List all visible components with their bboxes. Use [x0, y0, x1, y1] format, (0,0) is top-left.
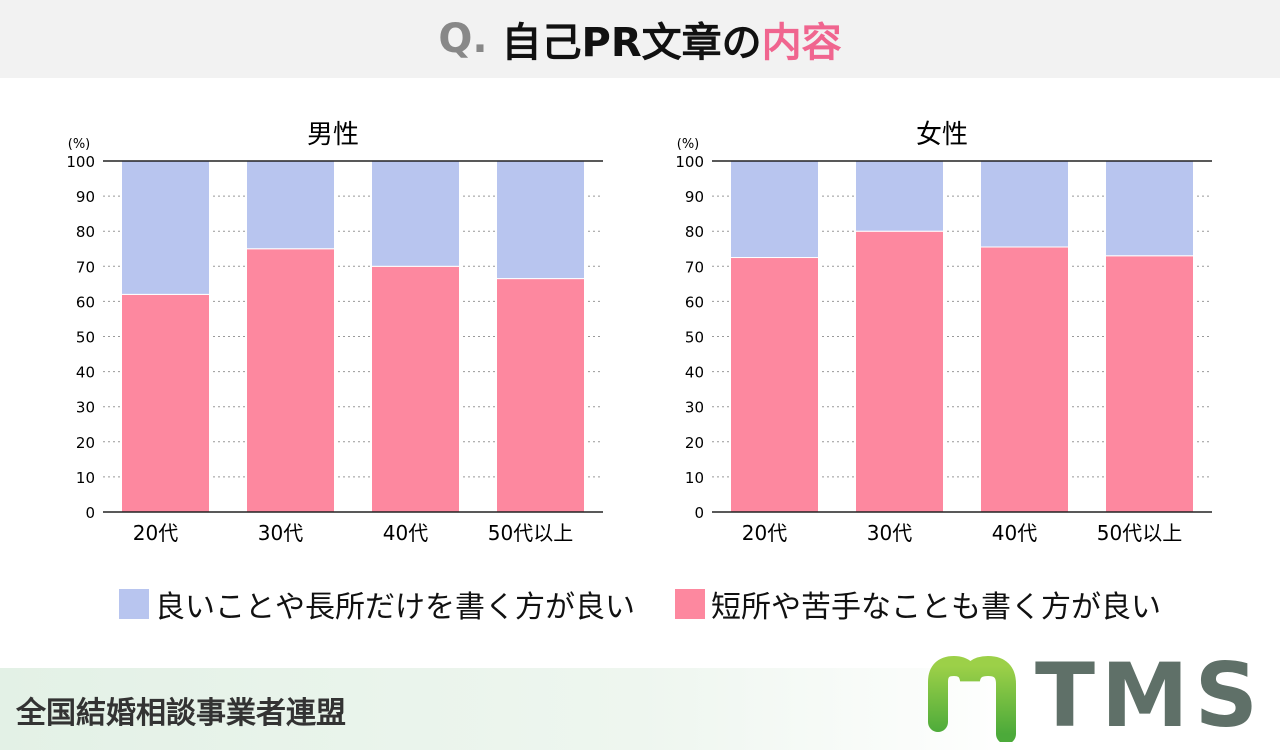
y-tick-label: 60	[685, 293, 704, 311]
x-tick-label: 20代	[742, 521, 787, 545]
bar-segment	[246, 160, 335, 250]
bar-segment	[1105, 160, 1194, 257]
chart-title: 女性	[916, 120, 968, 150]
y-tick-label: 70	[76, 258, 95, 276]
y-tick-label: 50	[76, 329, 95, 347]
bar-segment	[371, 265, 460, 513]
y-tick-label: 100	[675, 153, 704, 171]
title-highlight: 内容	[761, 20, 842, 66]
bar-segment	[1105, 255, 1194, 513]
y-tick-label: 20	[685, 434, 704, 452]
bar-segment	[730, 257, 819, 513]
y-tick-label: 30	[685, 399, 704, 417]
bar-segment	[121, 293, 210, 513]
bar-segment	[855, 160, 944, 232]
footer: 全国結婚相談事業者連盟	[0, 668, 1280, 750]
legend-label: 良いことや長所だけを書く方が良い	[155, 590, 635, 625]
y-tick-label: 0	[694, 504, 704, 522]
y-tick-label: 30	[76, 399, 95, 417]
chart-title: 男性	[307, 120, 359, 150]
legend-item-positive: 良いことや長所だけを書く方が良い	[119, 582, 635, 626]
x-tick-label: 50代以上	[488, 521, 573, 545]
y-tick-label: 50	[685, 329, 704, 347]
organization-name: 全国結婚相談事業者連盟	[16, 696, 346, 731]
y-tick-label: 10	[685, 469, 704, 487]
x-tick-label: 40代	[383, 521, 428, 545]
bar-segment	[121, 160, 210, 295]
bar-segment	[246, 248, 335, 513]
y-tick-label: 80	[76, 223, 95, 241]
x-tick-label: 20代	[133, 521, 178, 545]
x-tick-label: 40代	[992, 521, 1037, 545]
y-tick-label: 100	[66, 153, 95, 171]
x-tick-label: 30代	[867, 521, 912, 545]
y-tick-label: 90	[76, 188, 95, 206]
question-mark-label: Q.	[438, 16, 488, 62]
bar-segment	[496, 160, 585, 280]
legend: 良いことや長所だけを書く方が良い 短所や苦手なことも書く方が良い	[0, 582, 1280, 626]
legend-swatch	[675, 589, 705, 619]
legend-label: 短所や苦手なことも書く方が良い	[711, 590, 1161, 625]
y-tick-label: 80	[685, 223, 704, 241]
legend-swatch	[119, 589, 149, 619]
y-tick-label: 70	[685, 258, 704, 276]
y-tick-label: 40	[76, 364, 95, 382]
x-tick-label: 50代以上	[1097, 521, 1182, 545]
bar-segment	[980, 160, 1069, 248]
bar-segment	[730, 160, 819, 259]
unit-label: (%)	[677, 137, 700, 152]
page-title: Q. 自己PR文章の 内容	[0, 0, 1280, 78]
unit-label: (%)	[68, 137, 91, 152]
bar-segment	[371, 160, 460, 267]
legend-item-weakness: 短所や苦手なことも書く方が良い	[675, 582, 1161, 626]
bar-segment	[855, 230, 944, 513]
y-tick-label: 40	[685, 364, 704, 382]
title-main: 自己PR文章の	[501, 20, 762, 66]
y-tick-label: 20	[76, 434, 95, 452]
y-tick-label: 60	[76, 293, 95, 311]
y-tick-label: 10	[76, 469, 95, 487]
logo-text: TMS	[1035, 644, 1264, 747]
tms-logo-icon	[928, 655, 1016, 742]
x-tick-label: 30代	[258, 521, 303, 545]
y-tick-label: 0	[85, 504, 95, 522]
bar-segment	[496, 278, 585, 513]
bar-segment	[980, 246, 1069, 513]
y-tick-label: 90	[685, 188, 704, 206]
